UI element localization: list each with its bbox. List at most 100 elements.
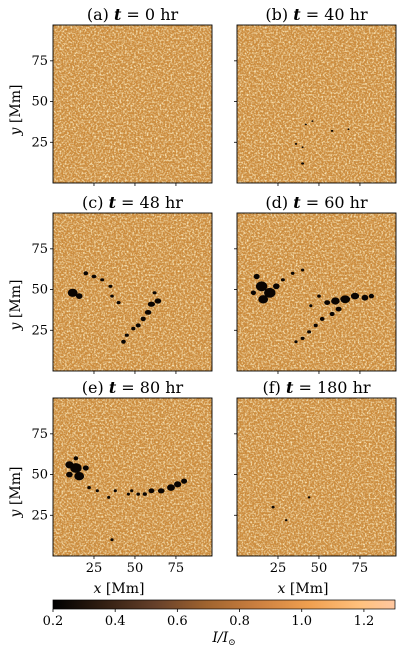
dark-feature bbox=[181, 478, 188, 484]
panel-frame bbox=[236, 212, 397, 372]
dark-feature bbox=[135, 323, 141, 328]
x-tick-label: 50 bbox=[127, 561, 144, 576]
dark-feature bbox=[75, 293, 83, 299]
dark-feature bbox=[301, 146, 304, 148]
dark-feature bbox=[331, 297, 340, 305]
colorbar-tick-label: 0.6 bbox=[167, 614, 188, 629]
dark-feature bbox=[152, 291, 157, 295]
ylabel-row-3: y [Mm] bbox=[8, 467, 24, 519]
dark-feature bbox=[157, 488, 165, 494]
colorbar-label: I/I⊙ bbox=[211, 630, 235, 648]
dark-feature bbox=[301, 162, 305, 165]
dark-feature bbox=[329, 311, 335, 317]
colorbar-ticks: 0.2 0.4 0.6 0.8 1.0 1.2 bbox=[43, 609, 375, 629]
panel-frame bbox=[236, 24, 397, 184]
dark-feature bbox=[335, 306, 342, 312]
y-tick-label: 75 bbox=[31, 242, 48, 257]
colorbar: 0.2 0.4 0.6 0.8 1.0 1.2 I/I⊙ bbox=[43, 599, 396, 648]
dark-feature bbox=[284, 519, 288, 522]
y-tick-label: 50 bbox=[31, 95, 48, 110]
panel-grid: 25 50 75 (a) t = 0 hr (b) t = 40 hr 25 50 75 (c)… bbox=[31, 5, 397, 576]
panel-frame bbox=[52, 397, 213, 557]
y-tick-label: 75 bbox=[31, 54, 48, 69]
colorbar-tick-label: 1.2 bbox=[354, 614, 375, 629]
dark-feature bbox=[250, 290, 256, 296]
dark-feature bbox=[113, 489, 117, 493]
dark-feature bbox=[66, 471, 73, 478]
colorbar-gradient bbox=[52, 599, 396, 610]
dark-feature bbox=[340, 295, 351, 304]
panel-a: 25 50 75 (a) t = 0 hr bbox=[31, 5, 213, 186]
dark-feature bbox=[324, 300, 331, 305]
panel-title: (e) t = 80 hr bbox=[82, 378, 184, 397]
dark-feature bbox=[126, 492, 130, 496]
dark-feature bbox=[311, 120, 314, 122]
granulation-dark bbox=[237, 213, 396, 371]
dark-feature bbox=[300, 336, 305, 340]
xlabel-right: x [Mm] bbox=[278, 581, 329, 597]
ylabel-row-1: y [Mm] bbox=[8, 85, 24, 137]
dark-feature bbox=[167, 484, 175, 491]
dark-feature bbox=[361, 294, 369, 301]
dark-feature bbox=[124, 333, 129, 337]
dark-feature bbox=[142, 492, 147, 496]
dark-feature bbox=[264, 287, 276, 298]
y-axis-labels: y [Mm] y [Mm] y [Mm] bbox=[8, 85, 24, 519]
y-tick-label: 50 bbox=[31, 283, 48, 298]
panel-f: 25 50 75 (f) t = 180 hr bbox=[234, 378, 397, 576]
dark-feature bbox=[131, 326, 136, 331]
colorbar-tick-label: 0.8 bbox=[229, 614, 250, 629]
dark-feature bbox=[82, 465, 89, 471]
dark-feature bbox=[330, 129, 334, 132]
panel-frame bbox=[236, 397, 397, 557]
dark-feature bbox=[73, 456, 79, 461]
dark-feature bbox=[307, 330, 312, 334]
dark-feature bbox=[258, 295, 269, 304]
xlabel-left: x [Mm] bbox=[94, 581, 145, 597]
dark-feature bbox=[304, 123, 307, 126]
dark-feature bbox=[290, 271, 295, 275]
dark-feature bbox=[147, 301, 155, 307]
dark-feature bbox=[87, 486, 91, 490]
y-tick-label: 25 bbox=[31, 135, 48, 150]
dark-feature bbox=[83, 271, 89, 276]
colorbar-tick-label: 1.0 bbox=[291, 614, 312, 629]
panel-title: (b) t = 40 hr bbox=[265, 5, 368, 24]
x-tick-label: 25 bbox=[270, 561, 287, 576]
dark-feature bbox=[271, 505, 275, 509]
dark-feature bbox=[140, 316, 146, 322]
y-tick-label: 25 bbox=[31, 508, 48, 523]
panel-title: (c) t = 48 hr bbox=[82, 193, 183, 212]
dark-feature bbox=[294, 340, 298, 344]
dark-feature bbox=[301, 268, 305, 272]
dark-feature bbox=[130, 489, 134, 493]
x-tick-label: 25 bbox=[86, 561, 103, 576]
dark-feature bbox=[273, 283, 280, 290]
dark-feature bbox=[309, 304, 313, 308]
dark-feature bbox=[67, 288, 78, 297]
dark-feature bbox=[110, 294, 114, 298]
dark-feature bbox=[317, 294, 321, 298]
dark-feature bbox=[313, 323, 318, 328]
colorbar-tick-label: 0.4 bbox=[105, 614, 126, 629]
panel-title: (d) t = 60 hr bbox=[265, 193, 368, 212]
dark-feature bbox=[253, 273, 260, 280]
dark-feature bbox=[110, 538, 114, 542]
dark-feature bbox=[100, 278, 105, 282]
granulation-dark bbox=[237, 25, 396, 183]
dark-feature bbox=[368, 293, 374, 299]
dark-feature bbox=[107, 495, 111, 499]
dark-feature bbox=[144, 310, 152, 315]
colorbar-tick-label: 0.2 bbox=[43, 614, 64, 629]
dark-feature bbox=[108, 284, 113, 288]
dark-feature bbox=[255, 281, 268, 292]
y-tick-label: 75 bbox=[31, 427, 48, 442]
panel-title: (a) t = 0 hr bbox=[87, 5, 179, 24]
dark-feature bbox=[174, 481, 182, 488]
x-tick-label: 75 bbox=[352, 561, 369, 576]
dark-feature bbox=[294, 142, 298, 145]
dark-feature bbox=[319, 316, 325, 321]
panel-title: (f) t = 180 hr bbox=[262, 378, 370, 397]
panel-frame bbox=[52, 212, 213, 372]
